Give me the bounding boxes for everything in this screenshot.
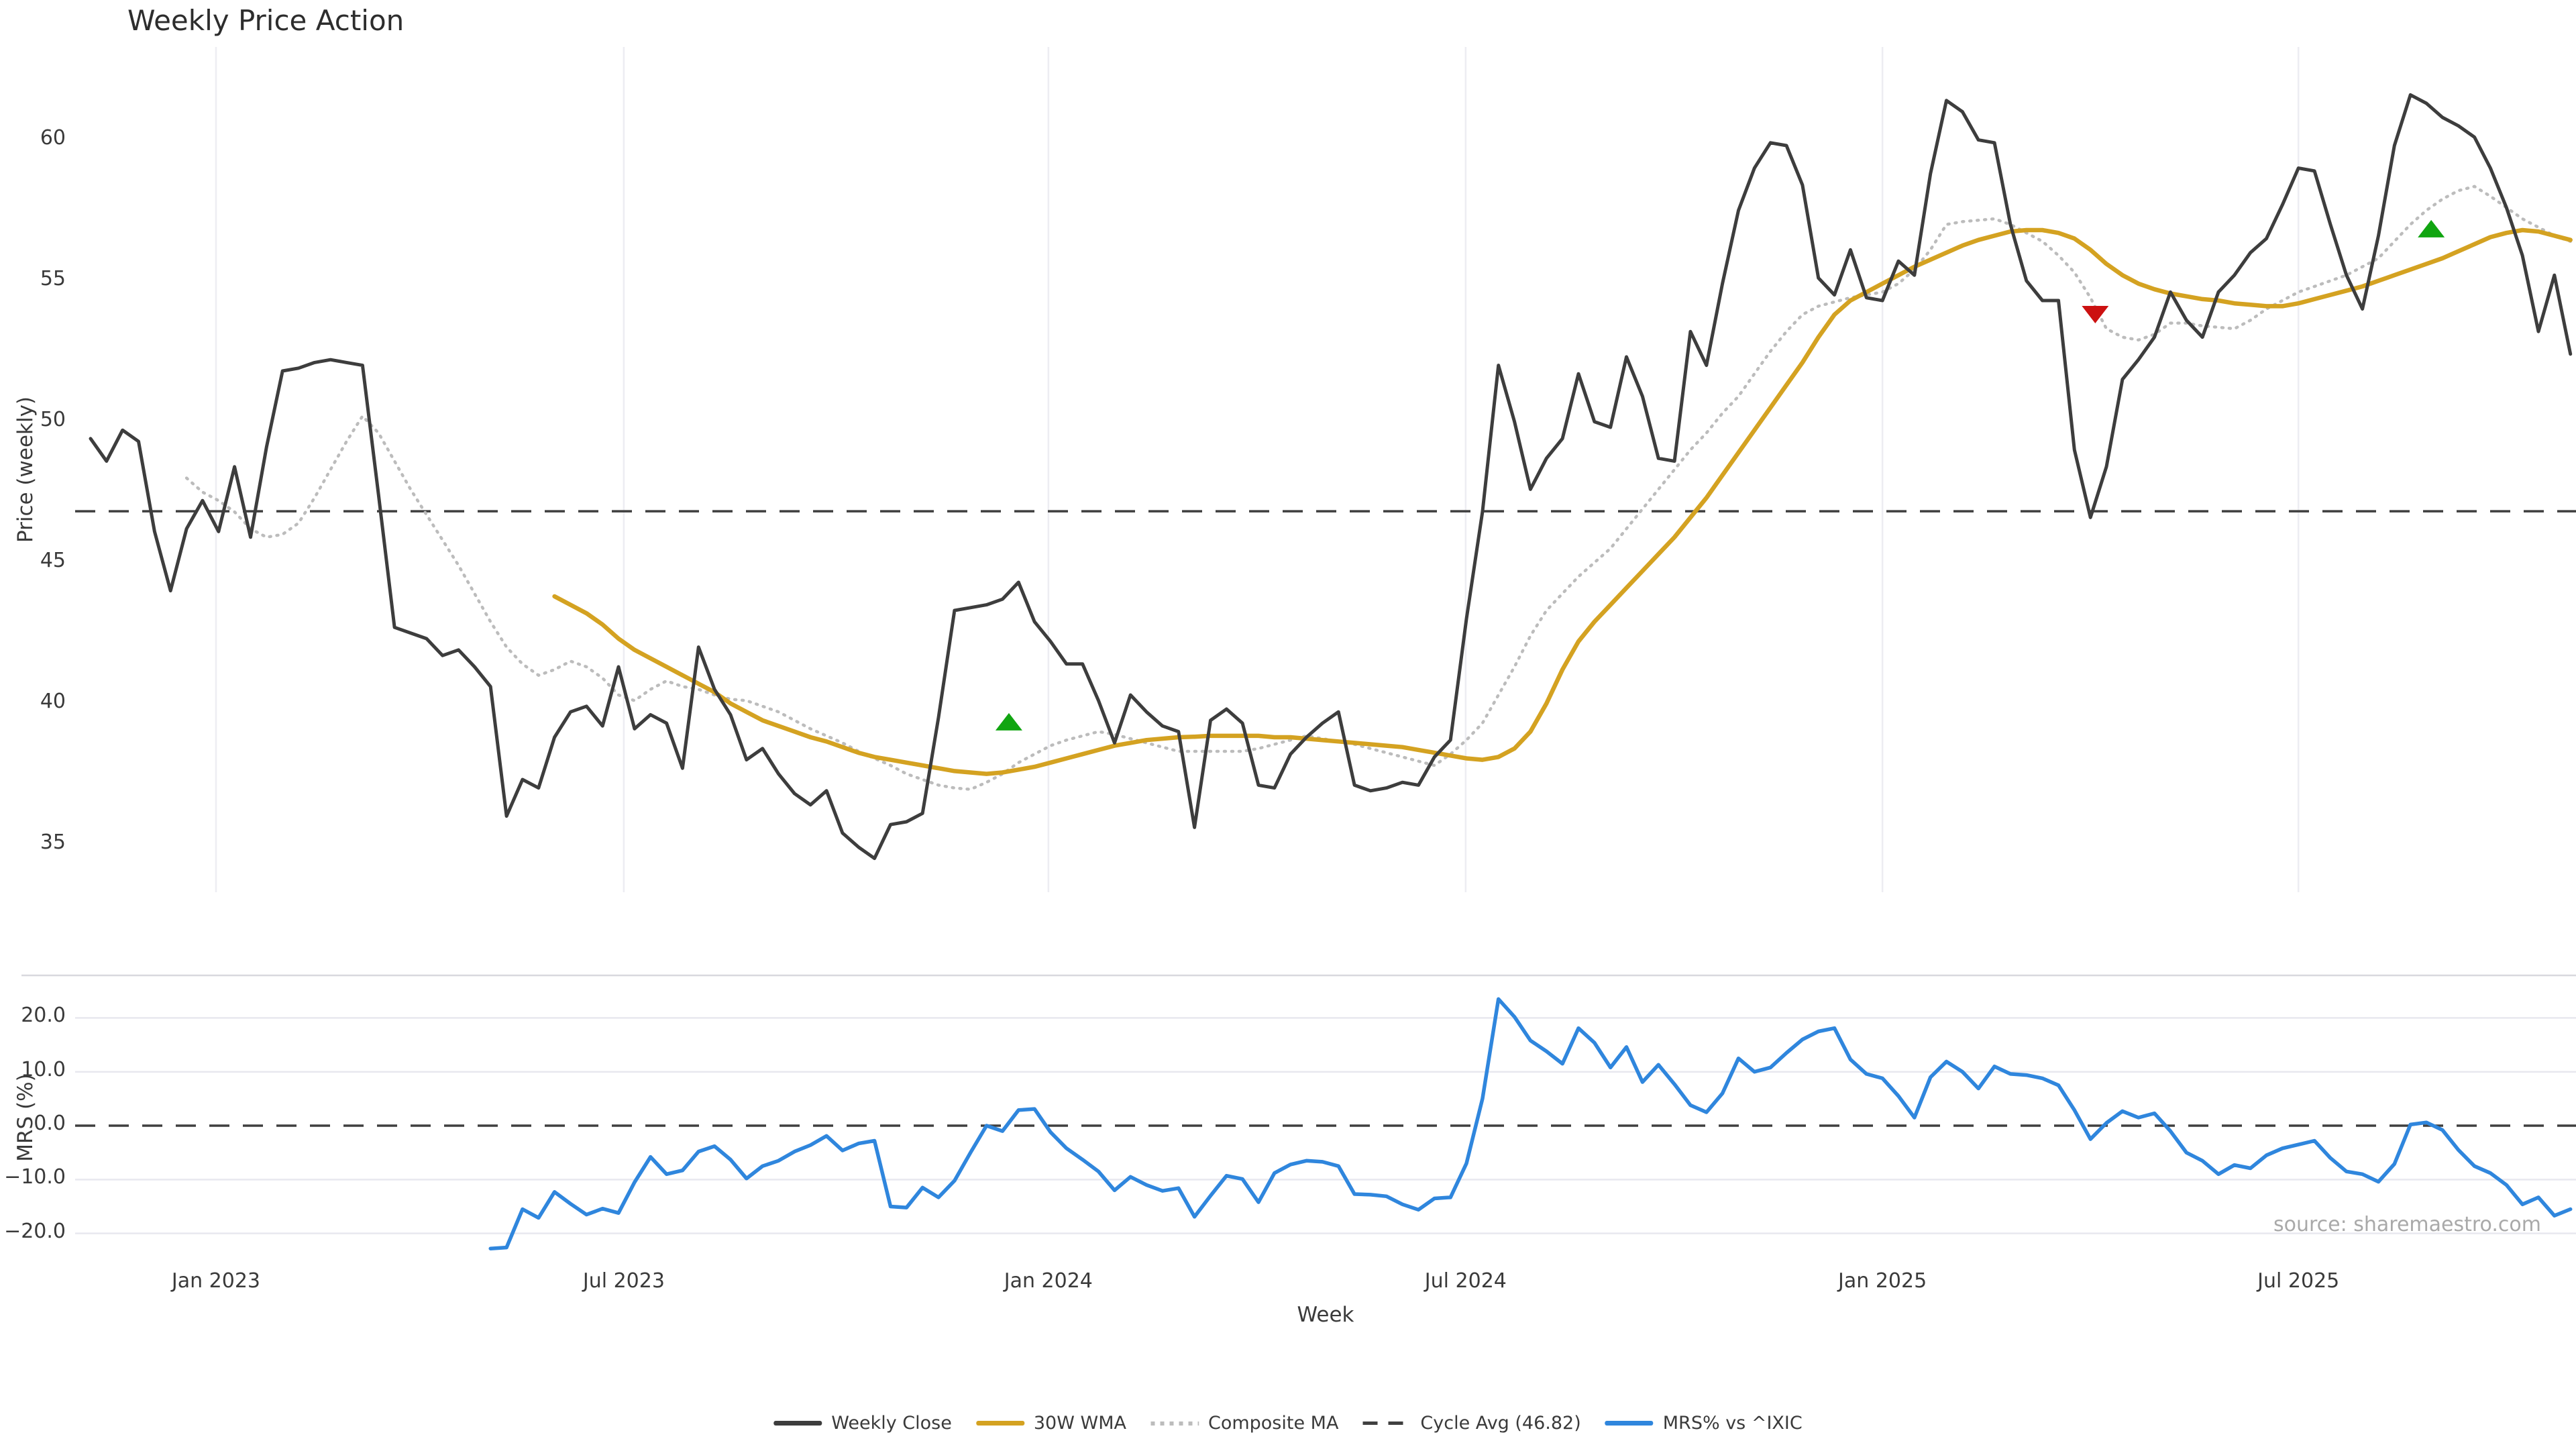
x-tick-label: Jan 2025 — [1838, 1269, 1927, 1293]
price-ytick-label: 55 — [40, 266, 66, 290]
price-ytick-label: 40 — [40, 689, 66, 713]
x-tick-label: Jul 2024 — [1424, 1269, 1507, 1293]
chart-title: Weekly Price Action — [127, 4, 405, 37]
legend-label: Cycle Avg (46.82) — [1420, 1413, 1581, 1434]
mrs-ytick-label: −10.0 — [4, 1165, 66, 1189]
mrs-ytick-label: −20.0 — [4, 1219, 66, 1243]
legend-item-mrs: MRS% vs ^IXIC — [1605, 1413, 1803, 1434]
legend-label: 30W WMA — [1033, 1413, 1126, 1434]
composite-ma-line — [184, 184, 2572, 791]
x-tick-label: Jul 2023 — [582, 1269, 665, 1293]
mrs-ytick-label: 0.0 — [34, 1112, 66, 1136]
legend-label: Composite MA — [1208, 1413, 1339, 1434]
legend-item-weekly-close: Weekly Close — [773, 1413, 952, 1434]
source-attribution: source: sharemaestro.com — [2273, 1213, 2541, 1236]
wma-swatch — [975, 1421, 1024, 1426]
legend-label: MRS% vs ^IXIC — [1662, 1413, 1803, 1434]
mrs-ytick-label: 20.0 — [21, 1004, 66, 1028]
legend-item-cycle-avg: Cycle Avg (46.82) — [1362, 1413, 1581, 1434]
legend: Weekly Close 30W WMA Composite MA Cycle … — [773, 1413, 1803, 1434]
price-ytick-label: 45 — [40, 548, 66, 572]
price-ytick-label: 60 — [40, 125, 66, 150]
legend-label: Weekly Close — [831, 1413, 952, 1434]
x-tick-label: Jan 2024 — [1004, 1269, 1093, 1293]
buy-marker — [2418, 219, 2445, 237]
buy-marker — [995, 712, 1022, 731]
weekly-close-swatch — [773, 1421, 822, 1426]
wma30-line — [552, 227, 2573, 776]
cycle-avg-swatch — [1362, 1421, 1411, 1425]
legend-item-30w-wma: 30W WMA — [975, 1413, 1126, 1434]
legend-item-composite-ma: Composite MA — [1150, 1413, 1338, 1434]
mrs-ytick-label: 10.0 — [21, 1057, 66, 1081]
mrs-swatch — [1605, 1421, 1654, 1426]
mrs-line — [488, 997, 2573, 1250]
composite-swatch — [1150, 1421, 1199, 1426]
weekly-close-line — [89, 93, 2573, 861]
price-ytick-label: 35 — [40, 830, 66, 854]
price-ytick-label: 50 — [40, 407, 66, 431]
week-axis-label: Week — [1297, 1303, 1354, 1327]
x-tick-label: Jul 2025 — [2257, 1269, 2340, 1293]
x-tick-label: Jan 2023 — [171, 1269, 261, 1293]
sell-marker — [2082, 306, 2109, 323]
